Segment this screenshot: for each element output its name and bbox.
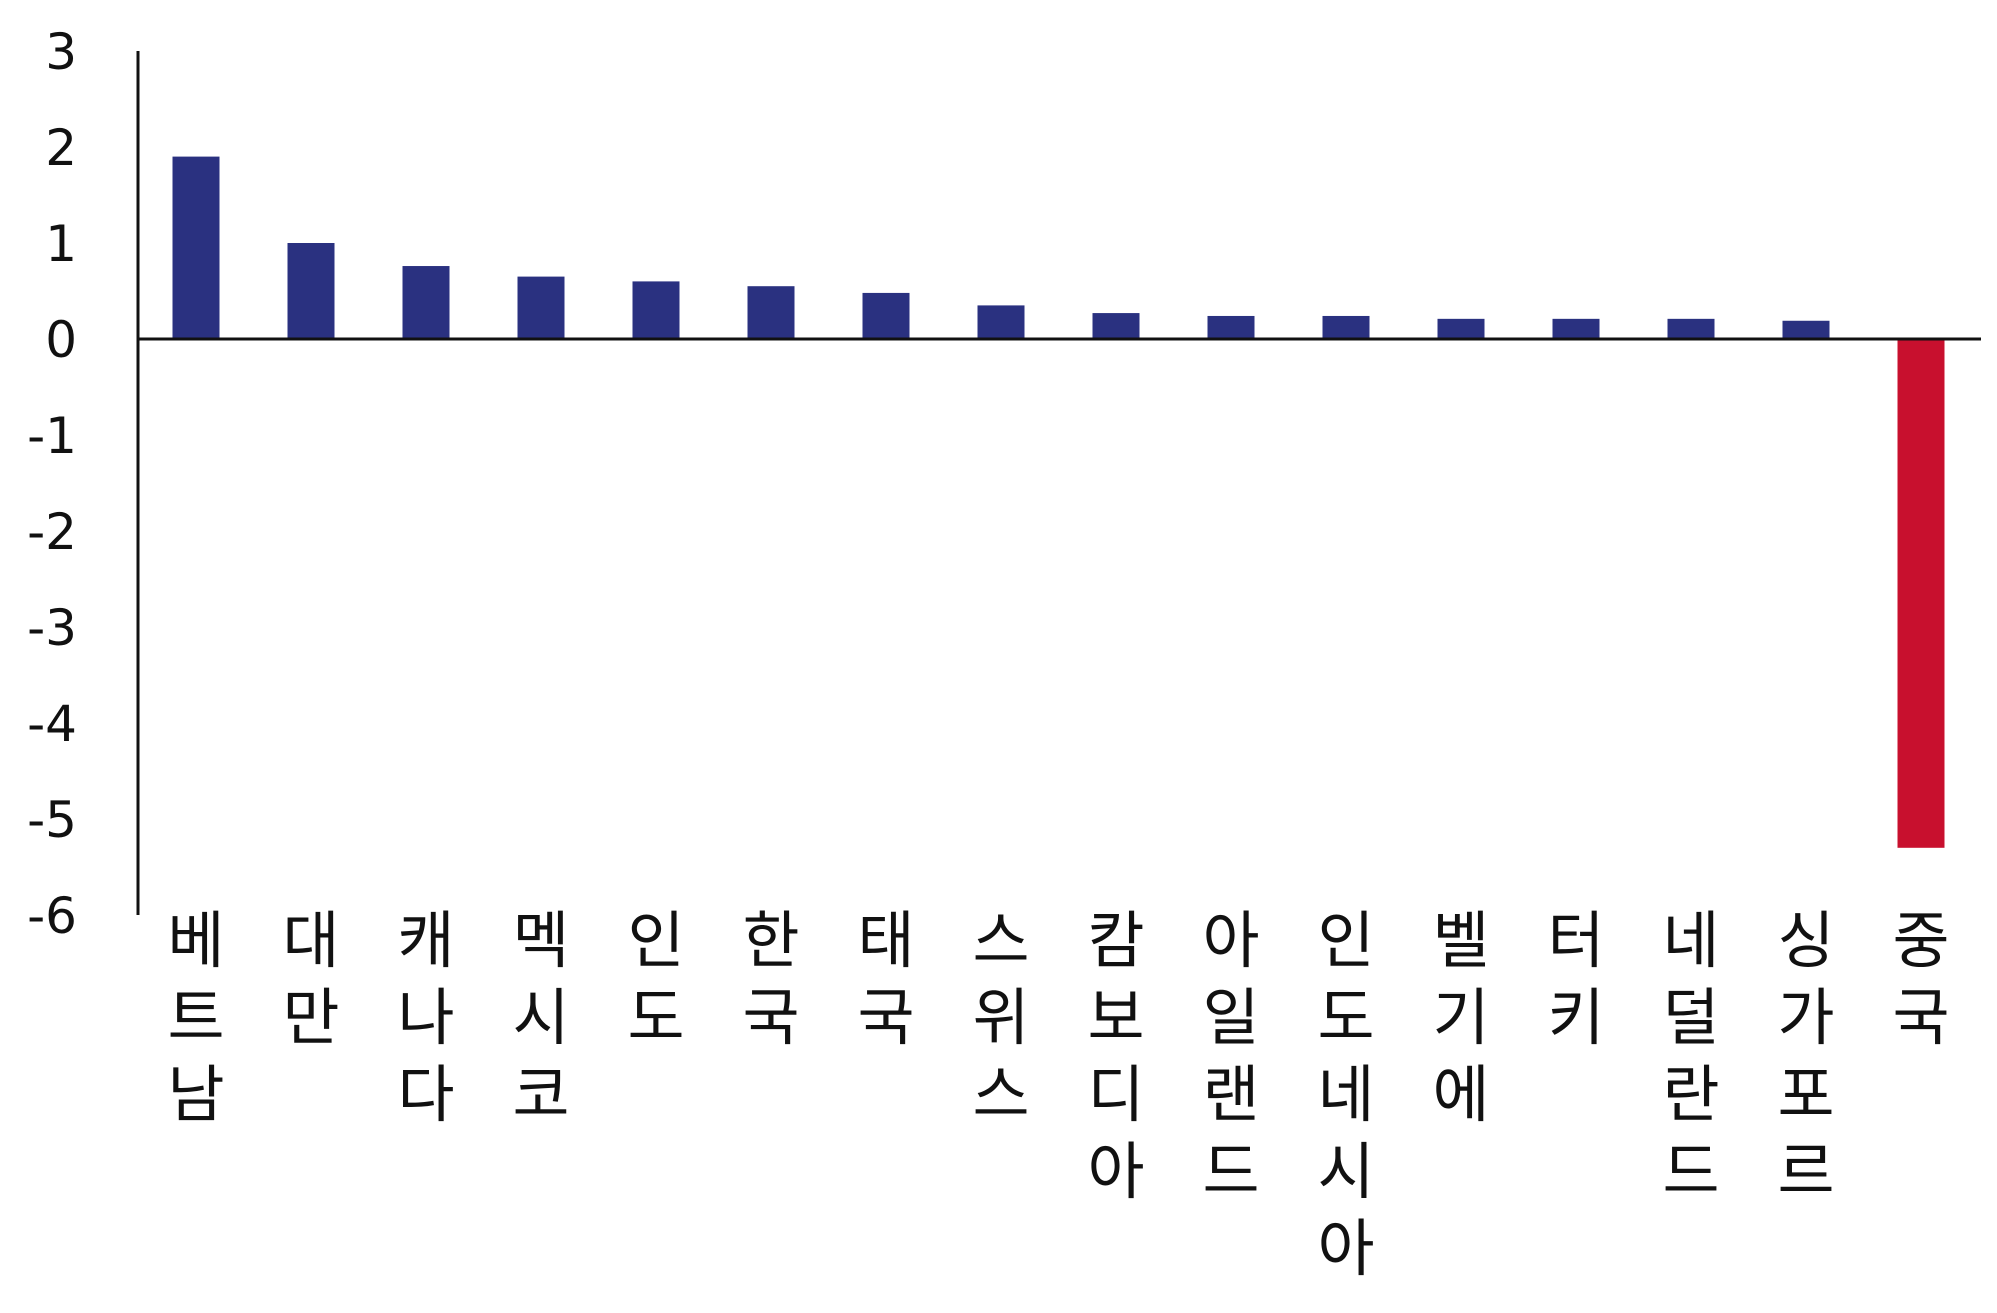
bar bbox=[517, 276, 565, 339]
bar bbox=[977, 305, 1025, 339]
bar bbox=[1897, 339, 1945, 848]
y-tick-label: 2 bbox=[45, 119, 77, 177]
y-tick-label: -5 bbox=[27, 791, 77, 849]
bar bbox=[747, 286, 795, 339]
bar bbox=[1667, 318, 1715, 339]
y-tick-label: -1 bbox=[27, 407, 77, 465]
bar bbox=[1207, 315, 1255, 339]
bar bbox=[1552, 318, 1600, 339]
bar bbox=[402, 266, 450, 339]
y-tick-label: -6 bbox=[27, 887, 77, 945]
y-tick-label: 1 bbox=[45, 215, 77, 273]
y-tick-label: -4 bbox=[27, 695, 77, 753]
bar bbox=[172, 156, 220, 339]
bar bbox=[1322, 315, 1370, 339]
bar bbox=[1092, 313, 1140, 339]
bar bbox=[862, 292, 910, 339]
bar bbox=[632, 281, 680, 339]
y-tick-label: -3 bbox=[27, 599, 77, 657]
y-tick-label: 0 bbox=[45, 311, 77, 369]
bar bbox=[1437, 318, 1485, 339]
bar bbox=[287, 243, 335, 339]
y-tick-label: -2 bbox=[27, 503, 77, 561]
bar bbox=[1782, 320, 1830, 339]
y-tick-label: 3 bbox=[45, 23, 77, 81]
